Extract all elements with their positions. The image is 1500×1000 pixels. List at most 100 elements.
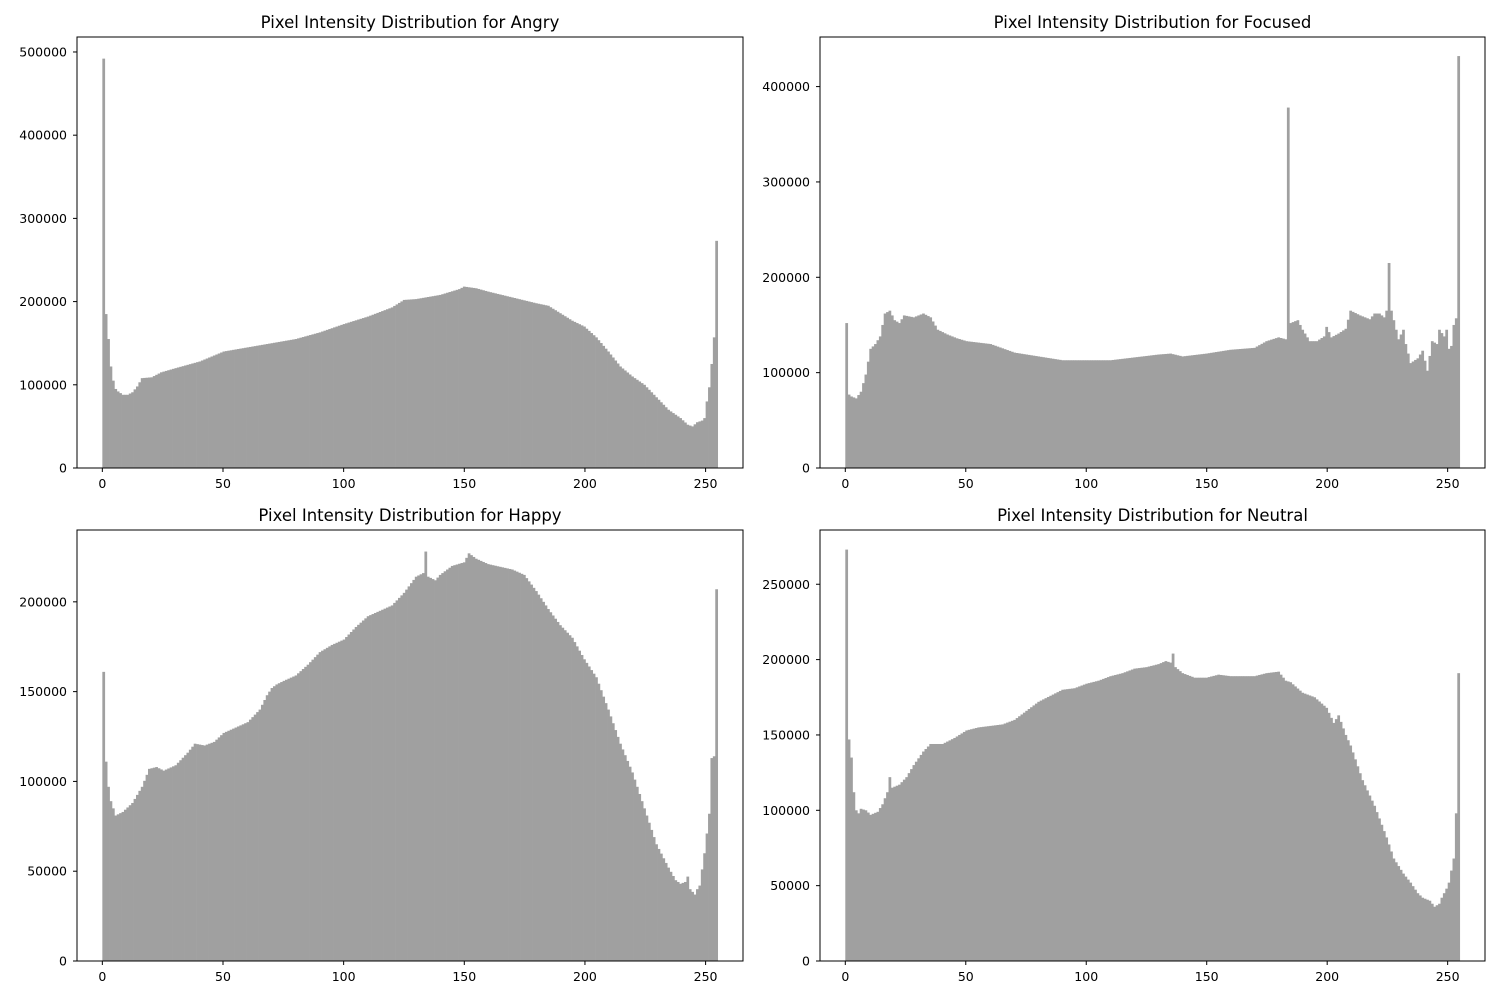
histogram-bar — [938, 330, 942, 468]
histogram-bar — [537, 594, 541, 961]
histogram-bar — [520, 299, 524, 468]
histogram-bar — [482, 290, 485, 468]
histogram-bar — [1438, 329, 1441, 468]
histogram-bar — [698, 421, 702, 468]
histogram-bar — [1440, 333, 1444, 468]
histogram-bar — [309, 335, 312, 468]
histogram-bar — [1006, 722, 1009, 961]
histogram-bar — [448, 567, 452, 961]
histogram-bar — [426, 576, 430, 961]
histogram-bar — [679, 883, 682, 961]
histogram-bar — [900, 782, 904, 961]
histogram-bar — [970, 341, 973, 468]
histogram-bar — [272, 342, 276, 468]
histogram-bar — [436, 577, 440, 961]
histogram-bar — [1188, 675, 1192, 961]
histogram-bar — [443, 571, 447, 961]
histogram-bar — [888, 310, 892, 468]
histogram-bar — [551, 308, 555, 468]
histogram-bar — [506, 296, 509, 468]
histogram-bar — [135, 794, 139, 961]
histogram-bar — [133, 798, 137, 961]
histogram-bar — [465, 557, 469, 961]
histogram-bar — [542, 304, 545, 468]
histogram-bar — [1445, 888, 1449, 961]
histogram-bar — [280, 682, 283, 961]
histogram-bar — [652, 837, 656, 961]
histogram-bar — [397, 302, 401, 468]
histogram-bar — [1282, 677, 1285, 961]
y-tick-label: 500000 — [19, 44, 67, 59]
histogram-bar — [1109, 360, 1113, 468]
histogram-bar — [1284, 339, 1288, 468]
histogram-bar — [700, 869, 704, 961]
histogram-bar — [501, 295, 505, 468]
histogram-bar — [513, 298, 517, 468]
histogram-bar — [950, 336, 954, 468]
histogram-bar — [1421, 897, 1425, 961]
histogram-bar — [1433, 906, 1437, 961]
histogram-bar — [948, 335, 952, 468]
histogram-bar — [1198, 354, 1201, 468]
histogram-bar — [1284, 680, 1288, 961]
histogram-bar — [1157, 664, 1161, 961]
histogram-bar — [1315, 341, 1319, 468]
histogram-bar — [1013, 719, 1017, 961]
histogram-bar — [1150, 665, 1153, 961]
histogram-bar — [712, 756, 716, 961]
histogram-bar — [1164, 661, 1168, 961]
histogram-bar — [503, 567, 507, 961]
histogram-bar — [671, 876, 675, 961]
histogram-bar — [1034, 703, 1038, 961]
histogram-bar — [179, 760, 182, 961]
histogram-bar — [1368, 319, 1372, 468]
histogram-bar — [181, 757, 185, 961]
histogram-bar — [1313, 341, 1317, 468]
histogram-bar — [895, 785, 899, 961]
histogram-bar — [1044, 357, 1048, 468]
x-tick-label: 50 — [215, 969, 231, 984]
histogram-bar — [1214, 352, 1218, 468]
histogram-bar — [643, 808, 646, 961]
histogram-bar — [1176, 355, 1180, 468]
histogram-bar — [1207, 353, 1211, 468]
histogram-bar — [1193, 677, 1197, 961]
histogram-bar — [1166, 661, 1170, 961]
histogram-bar — [1054, 359, 1057, 468]
histogram-bar — [369, 315, 372, 468]
histogram-bar — [1286, 107, 1290, 468]
histogram-bar — [431, 296, 435, 468]
histogram-bar — [1426, 899, 1429, 961]
histogram-bar — [1217, 674, 1221, 961]
histogram-bar — [446, 292, 449, 468]
histogram-bar — [1433, 342, 1437, 468]
histogram-bar — [1241, 676, 1245, 961]
histogram-bar — [1447, 348, 1451, 468]
histogram-bar — [703, 418, 706, 468]
histogram-bar — [1099, 679, 1103, 961]
histogram-bar — [1272, 338, 1276, 468]
histogram-bar — [1109, 676, 1113, 961]
histogram-bar — [1418, 895, 1422, 961]
histogram-bar — [568, 319, 572, 468]
histogram-bar — [1097, 680, 1101, 961]
histogram-bar — [1128, 357, 1132, 468]
histogram-bar — [313, 657, 317, 961]
x-tick-label: 200 — [1315, 969, 1339, 984]
histogram-bar — [583, 326, 586, 468]
histogram-bar — [282, 341, 286, 468]
histogram-bar — [429, 577, 432, 961]
histogram-bar — [1066, 360, 1069, 468]
histogram-bar — [1106, 360, 1110, 468]
histogram-bar — [121, 394, 125, 468]
histogram-bar — [1056, 359, 1060, 468]
histogram-bar — [1015, 718, 1019, 961]
x-tick-label: 250 — [1436, 476, 1460, 491]
histogram-bar — [294, 675, 298, 961]
x-tick-label: 250 — [694, 476, 718, 491]
histogram-bar — [1370, 800, 1374, 961]
histogram-bar — [119, 393, 122, 468]
histogram-bar — [1138, 356, 1141, 468]
histogram-bar — [989, 344, 993, 468]
histogram-bar — [388, 308, 392, 468]
